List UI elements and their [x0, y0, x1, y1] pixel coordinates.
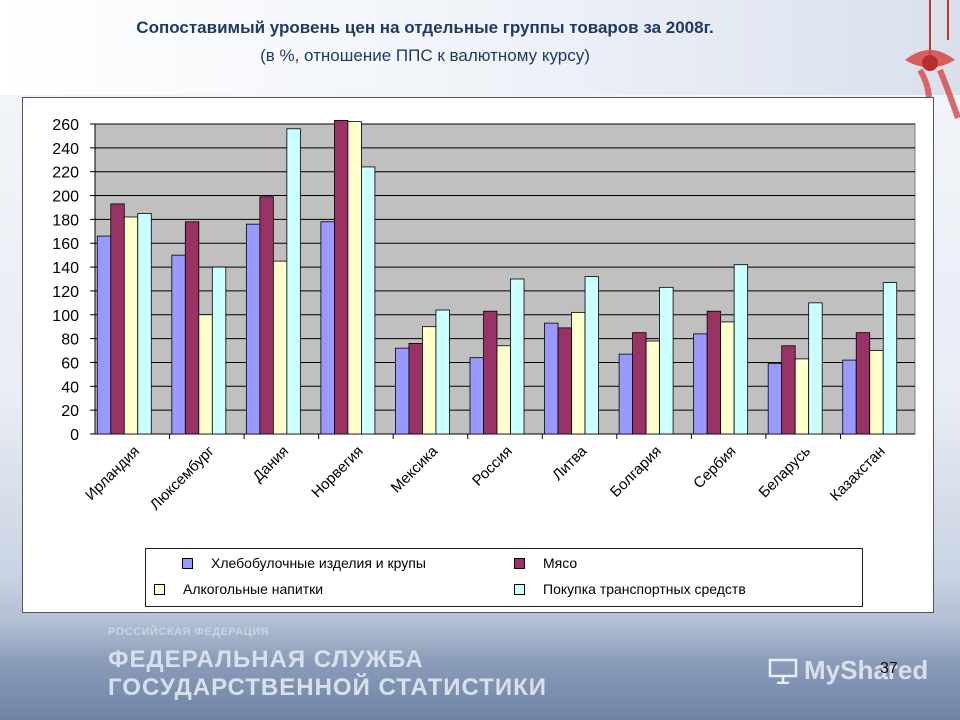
- legend-swatch-alcohol: [154, 583, 165, 595]
- y-tick-label: 100: [52, 308, 79, 325]
- bar: [334, 120, 349, 435]
- y-tick-label: 200: [52, 189, 79, 206]
- y-tick-label: 40: [61, 379, 79, 396]
- y-tick-label: 240: [52, 141, 79, 158]
- bar: [184, 221, 200, 435]
- bar: [767, 363, 783, 435]
- x-tick-label: Дания: [250, 443, 293, 486]
- bar: [733, 264, 749, 435]
- bar: [408, 342, 423, 435]
- chart-legend: Хлебобулочные изделия и крупы Мясо Алког…: [145, 548, 863, 607]
- bar: [110, 203, 125, 435]
- legend-label-meat: Мясо: [543, 555, 578, 571]
- y-tick-label: 80: [61, 332, 79, 349]
- x-tick-label: Мексика: [388, 442, 442, 496]
- bar: [395, 347, 410, 435]
- org-name-line2: ГОСУДАРСТВЕННОЙ СТАТИСТИКИ: [108, 674, 547, 701]
- bar: [245, 223, 261, 435]
- bar: [557, 327, 572, 435]
- bar: [272, 260, 288, 435]
- y-tick-label: 260: [52, 117, 79, 134]
- legend-label-alcohol: Алкогольные напитки: [183, 581, 324, 597]
- bar: [320, 221, 335, 435]
- bar: [123, 216, 139, 435]
- bar: [842, 359, 857, 435]
- bar: [869, 350, 884, 435]
- footer-background: [0, 615, 960, 720]
- bar: [286, 128, 301, 435]
- legend-label-bread: Хлебобулочные изделия и крупы: [211, 555, 426, 571]
- y-tick-label: 140: [52, 260, 79, 277]
- bar: [882, 282, 898, 435]
- bar: [435, 309, 450, 435]
- y-tick-label: 180: [52, 212, 79, 229]
- bar: [422, 326, 437, 435]
- x-tick-label: Беларусь: [756, 443, 815, 502]
- bar: [96, 235, 112, 435]
- bar: [483, 310, 498, 435]
- org-country: РОССИЙСКАЯ ФЕДЕРАЦИЯ: [108, 626, 270, 638]
- bar: [171, 254, 186, 435]
- bar: [347, 121, 362, 435]
- y-tick-label: 160: [52, 236, 79, 253]
- y-tick-label: 120: [52, 284, 79, 301]
- bar: [137, 213, 152, 435]
- org-name-line1: ФЕДЕРАЛЬНАЯ СЛУЖБА: [108, 646, 424, 673]
- legend-label-transport: Покупка транспортных средств: [543, 581, 746, 597]
- bar: [571, 311, 586, 435]
- bar: [808, 302, 823, 435]
- chart-title: Сопоставимый уровень цен на отдельные гр…: [136, 18, 714, 37]
- bar: [544, 322, 559, 435]
- header-background: [0, 0, 960, 95]
- y-tick-label: 20: [61, 403, 79, 420]
- legend-item-meat: Мясо: [514, 554, 577, 572]
- legend-item-transport: Покупка транспортных средств: [514, 580, 746, 598]
- legend-swatch-transport: [514, 583, 525, 595]
- chart-subtitle: (в %, отношение ППС к валютному курсу): [260, 46, 590, 65]
- x-tick-label: Сербия: [690, 443, 739, 492]
- presentation-icon: [768, 658, 798, 684]
- x-tick-label: Литва: [549, 442, 591, 484]
- bar: [510, 278, 525, 435]
- bar: [720, 321, 735, 435]
- bar: [618, 353, 633, 435]
- bar: [706, 310, 722, 435]
- legend-swatch-meat: [514, 557, 525, 569]
- bar: [584, 276, 599, 435]
- chart-frame: 0 20 40 60 80 100 120 140 160 180 200 220 240 260 Ирла…: [22, 97, 934, 613]
- x-tick-label: Ирландия: [82, 443, 143, 504]
- bar: [198, 314, 213, 435]
- x-tick-label: Люксембург: [147, 442, 218, 513]
- bar-chart: 0 20 40 60 80 100 120 140 160 180 200 220 240 260 Ирла…: [52, 117, 916, 514]
- legend-item-bread: Хлебобулочные изделия и крупы: [182, 554, 426, 572]
- x-tick-label: Норвегия: [308, 443, 366, 501]
- bar: [781, 345, 796, 435]
- bar: [361, 166, 376, 435]
- bar: [632, 332, 647, 435]
- x-tick-label: Болгария: [607, 443, 665, 501]
- bar: [469, 357, 484, 435]
- bar: [211, 266, 227, 435]
- bar: [259, 196, 274, 435]
- y-tick-label: 220: [52, 165, 79, 182]
- bar: [659, 286, 674, 435]
- x-tick-label: Россия: [469, 443, 516, 490]
- bar: [693, 333, 708, 435]
- x-tick-label: Казахстан: [827, 443, 889, 505]
- watermark-logo: MyShared: [804, 655, 929, 685]
- christmas-ornament-icon: [905, 0, 960, 122]
- y-tick-label: 0: [70, 427, 79, 444]
- legend-swatch-bread: [182, 557, 193, 569]
- y-tick-label: 60: [61, 355, 79, 372]
- page-number: 37: [880, 660, 898, 677]
- bar: [496, 345, 511, 435]
- bar: [855, 332, 871, 435]
- bar: [645, 340, 660, 435]
- bar: [794, 358, 810, 435]
- legend-item-alcohol: Алкогольные напитки: [154, 580, 323, 598]
